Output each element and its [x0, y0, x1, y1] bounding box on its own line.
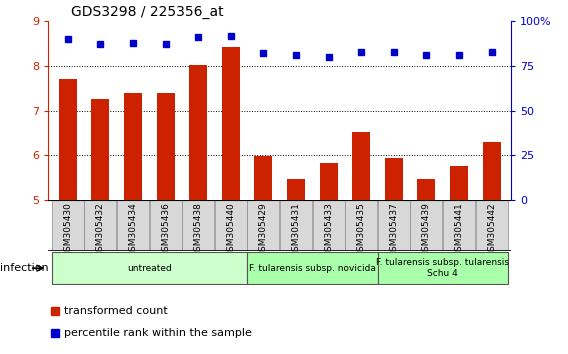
Bar: [189, 65, 207, 200]
Text: transformed count: transformed count: [65, 306, 168, 316]
Bar: [280, 200, 312, 251]
Bar: [59, 79, 77, 200]
Bar: [475, 200, 508, 251]
Bar: [312, 200, 345, 251]
Text: GSM305438: GSM305438: [194, 202, 203, 257]
Text: GSM305440: GSM305440: [226, 202, 235, 257]
Bar: [52, 252, 247, 284]
Bar: [85, 200, 116, 251]
Text: GSM305439: GSM305439: [422, 202, 431, 257]
Text: GSM305430: GSM305430: [64, 202, 72, 257]
Bar: [345, 200, 377, 251]
Bar: [352, 132, 370, 200]
Bar: [124, 93, 142, 200]
Text: GSM305437: GSM305437: [389, 202, 398, 257]
Text: GSM305432: GSM305432: [96, 202, 105, 257]
Bar: [385, 158, 403, 200]
Bar: [254, 156, 273, 200]
Bar: [443, 200, 475, 251]
Bar: [483, 142, 500, 200]
Bar: [149, 200, 182, 251]
Bar: [320, 163, 337, 200]
Bar: [222, 47, 240, 200]
Bar: [52, 200, 84, 251]
Bar: [182, 200, 214, 251]
Text: infection: infection: [0, 263, 49, 273]
Text: GSM305433: GSM305433: [324, 202, 333, 257]
Bar: [157, 93, 174, 200]
Bar: [450, 166, 468, 200]
Bar: [248, 200, 279, 251]
Bar: [378, 252, 508, 284]
Text: GSM305434: GSM305434: [128, 202, 137, 257]
Text: untreated: untreated: [127, 264, 172, 273]
Text: GSM305429: GSM305429: [259, 202, 268, 257]
Text: F. tularensis subsp. novicida: F. tularensis subsp. novicida: [249, 264, 376, 273]
Bar: [117, 200, 149, 251]
Text: GSM305442: GSM305442: [487, 202, 496, 257]
Bar: [378, 200, 410, 251]
Text: GDS3298 / 225356_at: GDS3298 / 225356_at: [72, 5, 224, 19]
Text: GSM305436: GSM305436: [161, 202, 170, 257]
Bar: [215, 200, 247, 251]
Text: GSM305441: GSM305441: [454, 202, 463, 257]
Text: percentile rank within the sample: percentile rank within the sample: [65, 328, 252, 338]
Bar: [417, 178, 436, 200]
Bar: [247, 252, 378, 284]
Text: GSM305435: GSM305435: [357, 202, 366, 257]
Text: F. tularensis subsp. tularensis
Schu 4: F. tularensis subsp. tularensis Schu 4: [376, 258, 509, 278]
Bar: [411, 200, 442, 251]
Bar: [287, 178, 305, 200]
Bar: [91, 99, 110, 200]
Text: GSM305431: GSM305431: [291, 202, 300, 257]
